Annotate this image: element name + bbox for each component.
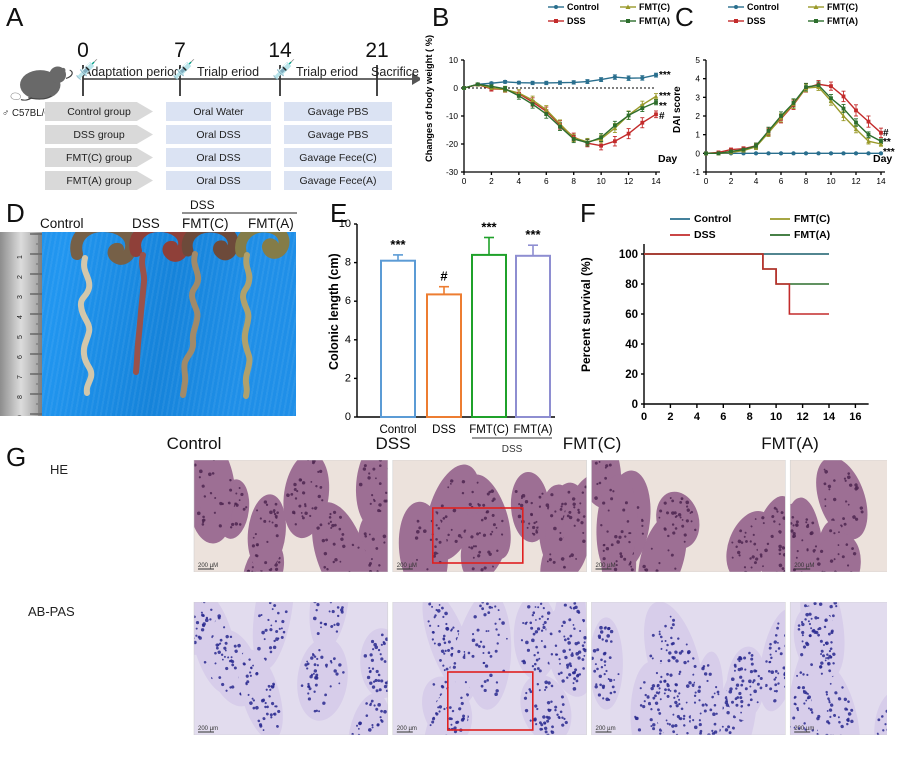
svg-text:10: 10	[449, 55, 459, 65]
svg-text:0: 0	[453, 83, 458, 93]
svg-text:16: 16	[849, 411, 861, 423]
svg-text:1: 1	[695, 130, 700, 140]
svg-text:6: 6	[544, 176, 549, 186]
svg-text:-1: -1	[693, 167, 701, 177]
svg-text:Trialp eriod: Trialp eriod	[197, 65, 259, 79]
svg-text:200 µM: 200 µM	[794, 563, 814, 569]
svg-text:4: 4	[517, 176, 522, 186]
svg-text:21: 21	[365, 39, 388, 62]
svg-text:2: 2	[729, 176, 734, 186]
svg-text:2: 2	[695, 111, 700, 121]
svg-text:Sacrifice: Sacrifice	[371, 65, 419, 79]
svg-text:200 µM: 200 µM	[397, 563, 417, 569]
svg-text:2: 2	[345, 372, 351, 384]
svg-text:8: 8	[345, 257, 351, 269]
svg-text:***: ***	[481, 220, 497, 235]
svg-text:6: 6	[345, 295, 351, 307]
svg-text:40: 40	[625, 339, 638, 351]
svg-text:100: 100	[619, 249, 638, 261]
svg-text:5: 5	[695, 55, 700, 65]
svg-text:200 µm: 200 µm	[397, 726, 417, 732]
svg-text:8: 8	[571, 176, 576, 186]
svg-text:2: 2	[489, 176, 494, 186]
svg-text:200 µM: 200 µM	[596, 563, 616, 569]
svg-text:0: 0	[632, 399, 638, 411]
svg-text:60: 60	[625, 309, 638, 321]
svg-text:14: 14	[823, 411, 836, 423]
svg-text:***: ***	[390, 237, 406, 252]
svg-text:0: 0	[345, 411, 351, 423]
svg-text:0: 0	[695, 148, 700, 158]
svg-text:14: 14	[651, 176, 661, 186]
svg-text:12: 12	[851, 176, 861, 186]
svg-text:10: 10	[826, 176, 836, 186]
svg-text:10: 10	[339, 218, 351, 230]
svg-text:-10: -10	[446, 111, 458, 121]
svg-text:***: ***	[525, 227, 541, 242]
svg-text:3: 3	[695, 92, 700, 102]
svg-text:12: 12	[796, 411, 808, 423]
svg-text:80: 80	[625, 279, 638, 291]
svg-text:200 µm: 200 µm	[596, 726, 616, 732]
svg-text:-30: -30	[446, 167, 458, 177]
svg-text:200 µm: 200 µm	[794, 726, 814, 732]
svg-text:4: 4	[694, 411, 701, 423]
svg-text:#: #	[440, 269, 448, 284]
svg-text:20: 20	[625, 369, 638, 381]
svg-text:4: 4	[754, 176, 759, 186]
svg-text:Trialp eriod: Trialp eriod	[296, 65, 358, 79]
svg-text:14: 14	[876, 176, 886, 186]
svg-text:10: 10	[770, 411, 782, 423]
svg-text:12: 12	[624, 176, 634, 186]
svg-text:4: 4	[695, 74, 700, 84]
svg-text:200 µm: 200 µm	[198, 726, 218, 732]
svg-text:0: 0	[641, 411, 647, 423]
svg-text:6: 6	[779, 176, 784, 186]
svg-text:10: 10	[597, 176, 607, 186]
svg-text:0: 0	[704, 176, 709, 186]
svg-text:-20: -20	[446, 139, 458, 149]
svg-text:8: 8	[747, 411, 753, 423]
svg-text:4: 4	[345, 334, 351, 346]
svg-text:8: 8	[804, 176, 809, 186]
svg-text:0: 0	[462, 176, 467, 186]
svg-text:200 µM: 200 µM	[198, 563, 218, 569]
svg-text:6: 6	[720, 411, 726, 423]
svg-text:2: 2	[667, 411, 673, 423]
